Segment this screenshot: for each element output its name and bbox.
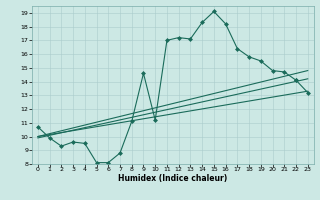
X-axis label: Humidex (Indice chaleur): Humidex (Indice chaleur) (118, 174, 228, 183)
